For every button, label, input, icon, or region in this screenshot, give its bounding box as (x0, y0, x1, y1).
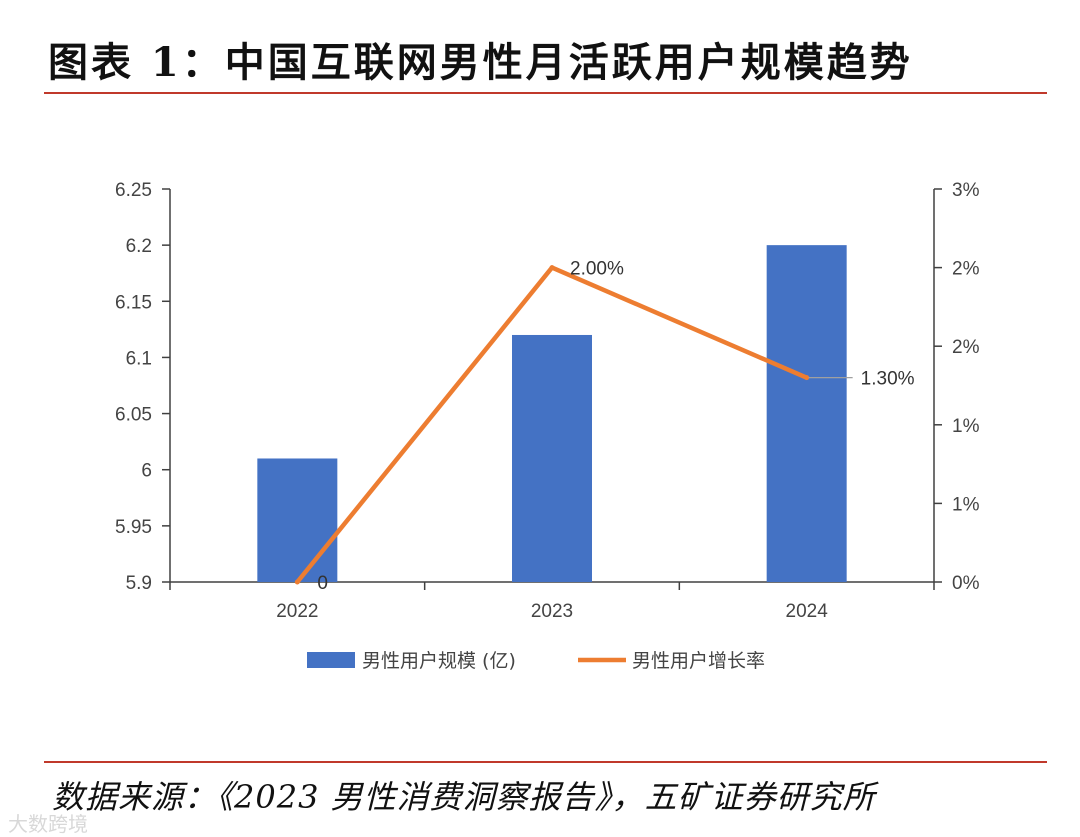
watermark-logo: 大数跨境 (8, 812, 88, 836)
growth-rate-point-2024 (804, 375, 810, 381)
legend-label-bar: 男性用户规模 (亿) (362, 650, 516, 672)
y-right-tick-label: 1% (952, 416, 980, 437)
source-note: 数据来源：《2023 男性消费洞察报告》，五矿证券研究所 (52, 778, 876, 816)
data-label-2024: 1.30% (861, 369, 915, 390)
y-right-tick-label: 3% (952, 180, 980, 201)
source-divider (44, 761, 1047, 763)
legend-swatch-bar (307, 652, 355, 668)
bar-2022 (257, 458, 338, 582)
chart-title: 图表 1：中国互联网男性月活跃用户规模趋势 (48, 39, 913, 86)
x-tick-label: 2024 (786, 601, 829, 622)
y-right-tick-label: 1% (952, 494, 980, 515)
y-left-tick-label: 5.95 (115, 517, 152, 538)
growth-rate-point-2023 (549, 265, 555, 271)
x-tick-label: 2022 (276, 601, 318, 622)
y-left-tick-label: 6.1 (126, 348, 152, 369)
y-right-tick-label: 2% (952, 259, 980, 280)
x-tick-label: 2023 (531, 601, 573, 622)
data-label-2022: 0 (317, 573, 328, 594)
y-right-tick-label: 2% (952, 337, 980, 358)
growth-rate-point-2022 (294, 579, 300, 585)
data-label-2023: 2.00% (570, 259, 624, 280)
y-right-tick-label: 0% (952, 573, 980, 594)
y-left-tick-label: 6.25 (115, 180, 152, 201)
y-left-tick-label: 6 (141, 461, 152, 482)
y-left-tick-label: 6.15 (115, 292, 152, 313)
bar-2024 (766, 245, 847, 582)
title-divider (44, 92, 1047, 94)
legend-label-line: 男性用户增长率 (632, 650, 765, 672)
bar-2023 (512, 334, 592, 582)
y-left-tick-label: 6.2 (126, 236, 152, 257)
chart-canvas: 5.9 5.95 6 6.05 6.1 6.15 6.2 6.25 0% 1% 1% 2% 2% 3% 20… (115, 180, 980, 672)
y-left-tick-label: 6.05 (115, 405, 152, 426)
y-left-tick-label: 5.9 (126, 573, 152, 594)
